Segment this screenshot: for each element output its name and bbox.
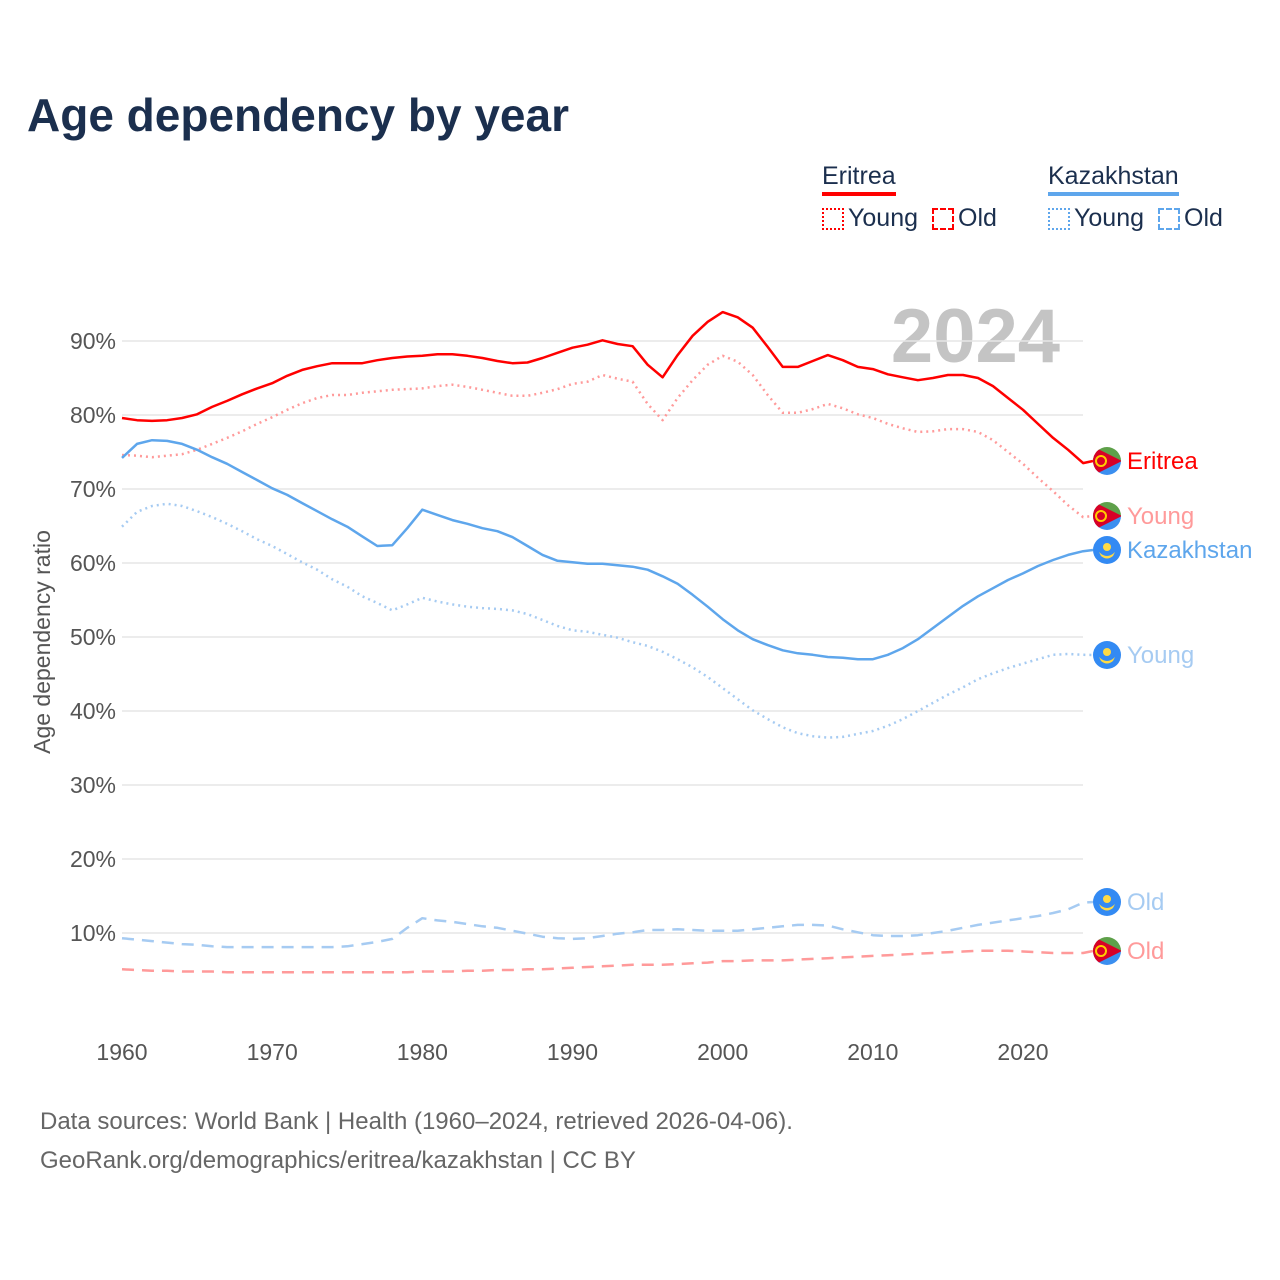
dotted-swatch-icon (822, 207, 844, 230)
dashed-swatch-icon (1158, 207, 1180, 230)
legend-item-eritrea-young[interactable]: Young (822, 204, 918, 233)
legend-country-eritrea[interactable]: Eritrea (822, 162, 896, 196)
y-tick-label: 20% (70, 846, 116, 872)
eritrea-flag-icon (1092, 501, 1122, 531)
kazakhstan-flag-icon (1093, 888, 1121, 916)
grid (122, 340, 1083, 934)
x-tick-label: 2020 (997, 1039, 1048, 1065)
y-axis-label: Age dependency ratio (29, 530, 55, 754)
legend-country-kazakhstan[interactable]: Kazakhstan (1048, 162, 1179, 196)
legend-label: Old (958, 204, 997, 232)
x-axis: 1960 1970 1980 1990 2000 2010 2020 (96, 1039, 1048, 1065)
series-line-kazakhstan[interactable] (121, 438, 1094, 661)
legend-label: Young (848, 204, 918, 232)
series-end-label: Old (1127, 938, 1164, 965)
series-end-label: Old (1127, 889, 1164, 916)
y-tick-label: 40% (70, 698, 116, 724)
legend-item-kazakhstan-old[interactable]: Old (1158, 204, 1223, 233)
legend-label: Young (1074, 204, 1144, 232)
y-tick-label: 30% (70, 772, 116, 798)
y-tick-label: 60% (70, 550, 116, 576)
legend-item-eritrea-old[interactable]: Old (932, 204, 997, 233)
y-tick-label: 10% (70, 920, 116, 946)
series-end-label: Eritrea (1127, 448, 1198, 475)
series-end-label: Young (1127, 642, 1194, 669)
eritrea-flag-icon (1092, 446, 1122, 476)
x-tick-label: 1990 (547, 1039, 598, 1065)
legend-label: Old (1184, 204, 1223, 232)
y-tick-label: 80% (70, 402, 116, 428)
y-tick-label: 70% (70, 476, 116, 502)
series-line-eritrea[interactable] (121, 310, 1094, 465)
x-tick-label: 1980 (397, 1039, 448, 1065)
footer-sources: Data sources: World Bank | Health (1960–… (40, 1108, 793, 1135)
y-tick-label: 90% (70, 328, 116, 354)
legend-item-kazakhstan-young[interactable]: Young (1048, 204, 1144, 233)
series-end-label: Young (1127, 503, 1194, 530)
series-line-kazakhstan-young[interactable] (121, 502, 1094, 739)
y-axis: 10% 20% 30% 40% 50% 60% 70% 80% 90% (70, 328, 116, 946)
x-tick-label: 1960 (96, 1039, 147, 1065)
series-lines (121, 310, 1094, 974)
end-labels: Eritrea Young Old Kazakhstan Young Old (1092, 446, 1252, 966)
series-line-eritrea-old[interactable] (121, 949, 1094, 974)
legend-group-kazakhstan: Kazakhstan Young Old (1048, 162, 1223, 233)
x-tick-label: 2010 (847, 1039, 898, 1065)
kazakhstan-flag-icon (1093, 641, 1121, 669)
series-line-kazakhstan-old[interactable] (121, 900, 1094, 949)
eritrea-flag-icon (1092, 936, 1122, 966)
chart-title: Age dependency by year (27, 89, 569, 141)
dotted-swatch-icon (1048, 207, 1070, 230)
x-tick-label: 1970 (247, 1039, 298, 1065)
legend-group-eritrea: Eritrea Young Old (822, 162, 997, 233)
footer-attribution[interactable]: GeoRank.org/demographics/eritrea/kazakhs… (40, 1147, 636, 1174)
x-tick-label: 2000 (697, 1039, 748, 1065)
year-watermark: 2024 (891, 294, 1060, 379)
series-end-label: Kazakhstan (1127, 537, 1252, 564)
series-line-eritrea-young[interactable] (121, 354, 1094, 519)
kazakhstan-flag-icon (1093, 536, 1121, 564)
y-tick-label: 50% (70, 624, 116, 650)
dashed-swatch-icon (932, 207, 954, 230)
